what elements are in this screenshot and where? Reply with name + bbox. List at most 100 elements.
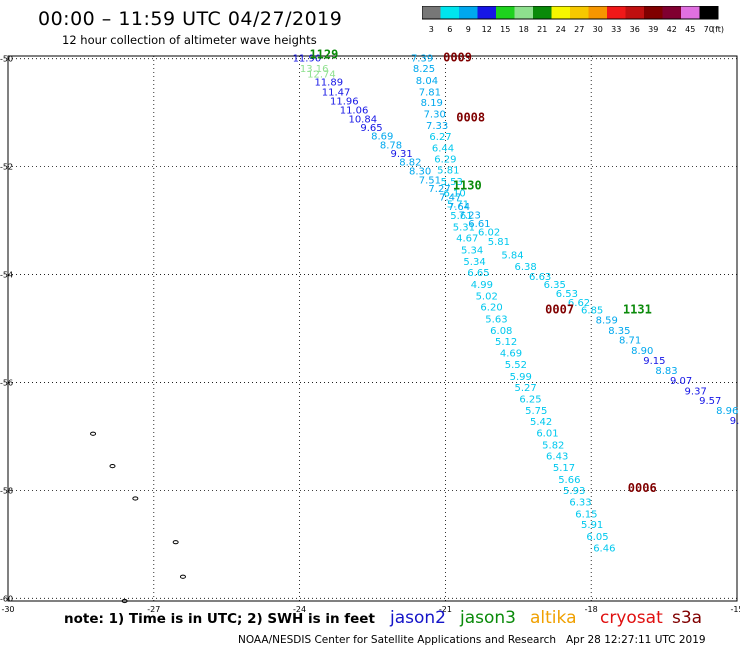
time-label: 1130 <box>453 178 482 192</box>
swh-label-s3a: 7.30 <box>424 110 446 121</box>
island-outline <box>121 598 128 604</box>
swh-label-jason3: 6.61 <box>468 219 490 230</box>
swh-label-s3a: 6.01 <box>536 428 558 439</box>
scale-label: 39 <box>648 25 658 34</box>
swh-label-jason3: 6.38 <box>514 262 536 273</box>
scale-swatch <box>459 6 478 19</box>
swh-label-s3a: 6.05 <box>586 532 608 543</box>
scale-swatch <box>607 6 626 19</box>
swh-label-s3a: 6.25 <box>519 394 541 405</box>
scale-label: 36 <box>630 25 640 34</box>
swh-label-jason3: 8.96 <box>716 406 738 417</box>
swh-label-s3a: 8.19 <box>421 98 443 109</box>
swh-label-s3a: 8.04 <box>416 76 438 87</box>
scale-swatch <box>496 6 515 19</box>
x-tick-label: -21 <box>439 605 452 612</box>
swh-label-s3a: 6.46 <box>593 543 615 554</box>
time-label: 0007 <box>545 302 574 316</box>
swh-label-s3a: 5.12 <box>495 337 517 348</box>
swh-label-s3a: 5.27 <box>514 383 536 394</box>
swh-label-s3a: 5.42 <box>530 417 552 428</box>
swh-label-jason3: 6.62 <box>568 298 590 309</box>
swh-label-s3a: 5.75 <box>525 406 547 417</box>
swh-label-s3a: 5.71 <box>447 200 469 211</box>
swh-label-jason3: 13.16 <box>300 64 329 75</box>
swh-label-jason3: 9. <box>730 416 740 427</box>
swh-label-s3a: 4.99 <box>471 280 493 291</box>
satellite-label-s3a: s3a <box>672 608 703 628</box>
scale-label: 15 <box>500 25 510 34</box>
swh-label-jason3: 9.65 <box>360 123 382 134</box>
swh-label-s3a: 6.33 <box>569 497 591 508</box>
swh-label-s3a: 5.82 <box>542 440 564 451</box>
x-tick-label: -24 <box>293 605 306 612</box>
scale-swatch <box>625 6 644 19</box>
swh-label-s3a: 6.44 <box>432 144 454 155</box>
scale-swatch <box>514 6 533 19</box>
swh-label-jason3: 11.96 <box>330 97 359 108</box>
scale-label: 21 <box>537 25 547 34</box>
swh-label-jason3: 9.37 <box>685 386 707 397</box>
swh-label-s3a: 4.67 <box>456 234 478 245</box>
scale-label: 18 <box>519 25 529 34</box>
scale-label: 70 <box>704 25 714 34</box>
island-outline <box>90 431 97 436</box>
scale-unit: (ft) <box>712 25 724 34</box>
island-outline <box>132 496 139 501</box>
swh-label-s3a: 6.29 <box>434 154 456 165</box>
scale-swatch <box>588 6 607 19</box>
swh-label-jason3: 7.27 <box>428 184 450 195</box>
swh-label-jason3: 5.81 <box>488 237 510 248</box>
swh-label-s3a: 6.15 <box>575 509 597 520</box>
swh-label-jason3: 7.64 <box>448 202 470 213</box>
scale-label: 27 <box>574 25 584 34</box>
time-label: 0009 <box>443 50 472 64</box>
scale-swatch <box>422 6 441 19</box>
scale-label: 42 <box>667 25 677 34</box>
generated-timestamp: Apr 28 12:27:11 UTC 2019 <box>566 634 706 646</box>
swh-label-s3a: 5.99 <box>510 372 532 383</box>
swh-label-jason3: 7.47 <box>439 193 461 204</box>
scale-label: 6 <box>447 25 452 34</box>
scale-label: 12 <box>482 25 492 34</box>
swh-label-s3a: 5.93 <box>563 486 585 497</box>
scale-swatch <box>699 6 718 19</box>
swh-label-jason3: 8.71 <box>619 336 641 347</box>
swh-label-s3a: 7.81 <box>419 87 441 98</box>
x-tick-label: -15 <box>730 605 740 612</box>
swh-label-s3a: 7.39 <box>411 53 433 64</box>
satellite-label-jason2: jason2 <box>390 608 446 628</box>
time-label: 0008 <box>456 110 485 124</box>
swh-label-s3a: 5.63 <box>485 315 507 326</box>
scale-swatch <box>477 6 496 19</box>
swh-label-jason3: 8.30 <box>409 167 431 178</box>
swh-label-s3a: 6.20 <box>480 303 502 314</box>
swh-label-jason3: 12.74 <box>307 70 336 81</box>
swh-label-s3a: 4.69 <box>500 349 522 360</box>
swh-label-s3a: 5.34 <box>463 257 485 268</box>
swh-label-jason3: 7.23 <box>459 210 481 221</box>
island-outline <box>172 540 179 545</box>
satellite-label-jason3: jason3 <box>460 608 516 628</box>
swh-label-jason3: 6.85 <box>581 305 603 316</box>
scale-swatch <box>644 6 663 19</box>
credit-line: NOAA/NESDIS Center for Satellite Applica… <box>238 634 556 646</box>
swh-label-s3a: 6.27 <box>429 132 451 143</box>
swh-label-jason3: 11.90 <box>293 53 322 64</box>
swh-label-s3a: 5.53 <box>441 177 463 188</box>
island-outline <box>179 574 186 579</box>
scale-label: 30 <box>593 25 603 34</box>
scale-swatch <box>662 6 681 19</box>
swh-label-jason3: 9.07 <box>670 376 692 387</box>
swh-label-jason3: 9.15 <box>643 356 665 367</box>
swh-label-s3a: 5.66 <box>558 475 580 486</box>
swh-label-s3a: 5.34 <box>461 245 483 256</box>
scale-label: 3 <box>429 25 434 34</box>
swh-label-s3a: 5.17 <box>553 463 575 474</box>
swh-label-jason3: 6.35 <box>544 280 566 291</box>
time-label: 1131 <box>623 302 652 316</box>
y-tick-label: -56 <box>0 378 13 387</box>
swh-label-jason3: 9.57 <box>699 396 721 407</box>
swh-label-jason3: 11.89 <box>314 78 343 89</box>
swh-label-s3a: 5.02 <box>476 291 498 302</box>
